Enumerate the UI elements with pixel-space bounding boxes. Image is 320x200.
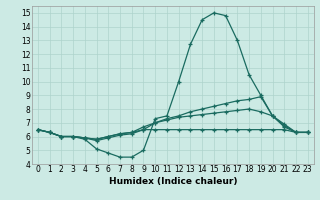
X-axis label: Humidex (Indice chaleur): Humidex (Indice chaleur) [108,177,237,186]
